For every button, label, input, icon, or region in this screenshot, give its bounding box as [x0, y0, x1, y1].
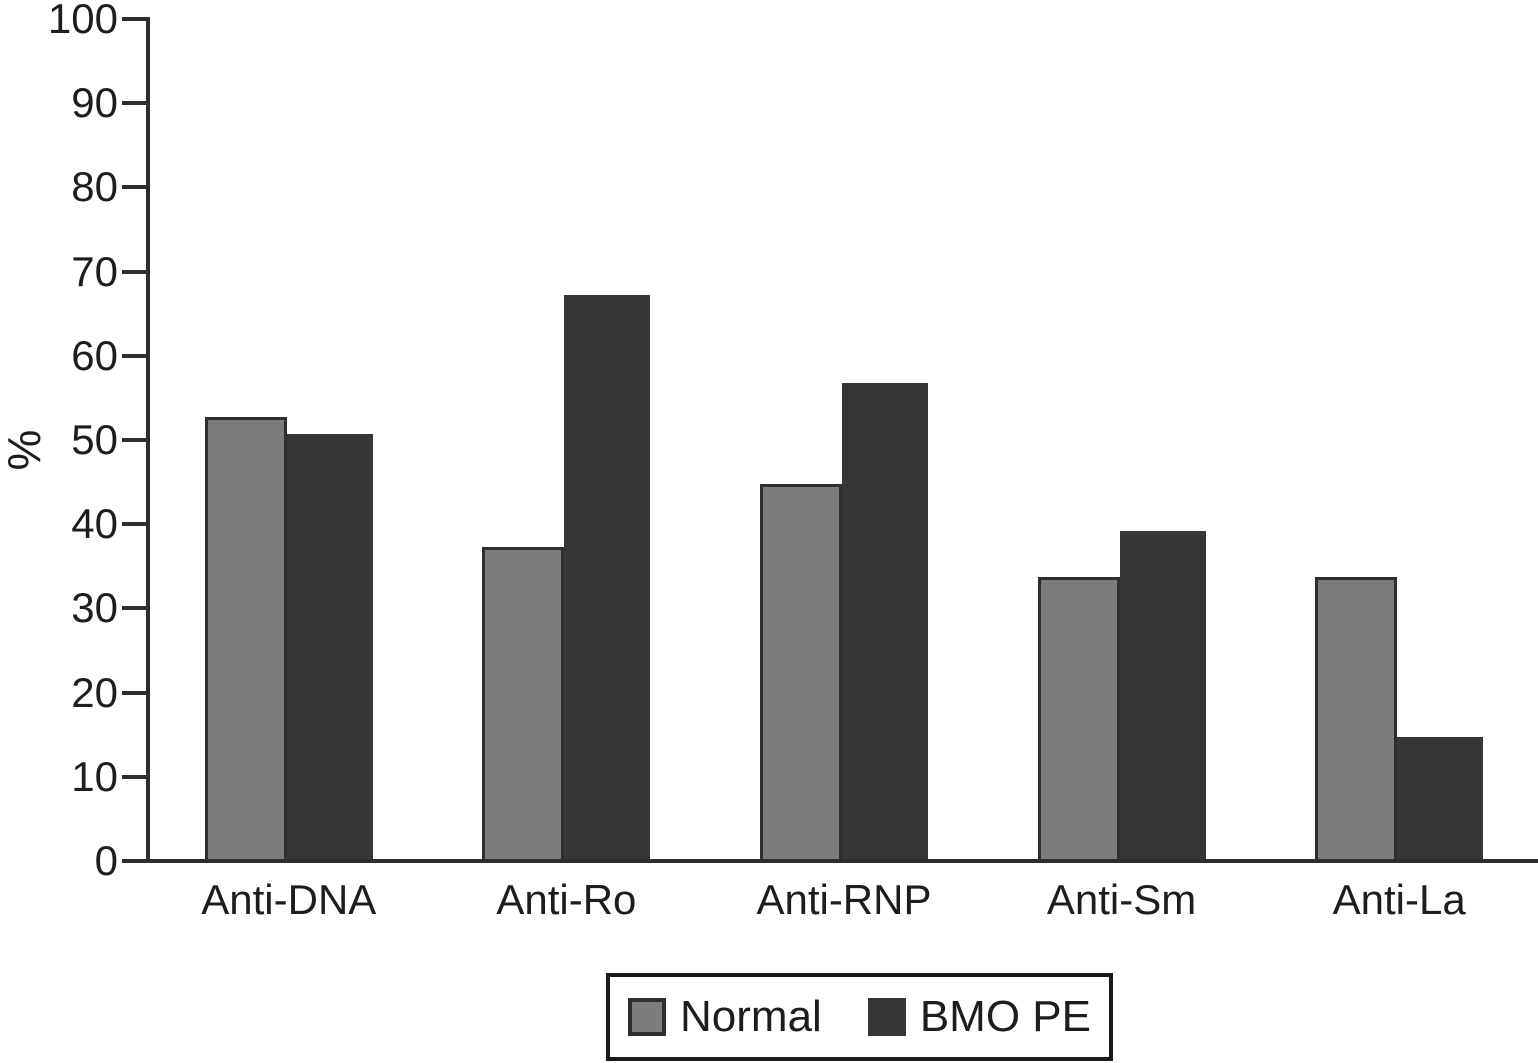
y-tick-label: 50: [71, 416, 118, 463]
legend-label-bmo-pe: BMO PE: [919, 992, 1091, 1041]
bar-normal-anti-ro: [482, 547, 565, 859]
bar-normal-anti-rnp: [759, 484, 842, 859]
y-tick-mark: [122, 185, 146, 190]
y-tick-label: 60: [71, 331, 118, 379]
y-tick-label: 90: [71, 79, 118, 127]
bar-bmo-pe-anti-rnp: [841, 383, 928, 859]
y-tick-mark: [122, 17, 146, 21]
bar-group-anti-ro: [428, 0, 706, 859]
x-category-label: Anti-DNA: [201, 876, 377, 923]
y-tick-mark: [122, 774, 146, 779]
x-category-label: Anti-Sm: [1046, 876, 1197, 923]
bar-group-anti-rnp: [705, 0, 983, 859]
plot-area: [150, 0, 1538, 859]
y-tick-label: 0: [94, 837, 118, 884]
x-axis-line: [127, 859, 1538, 863]
bar-normal-anti-sm: [1037, 577, 1120, 859]
y-tick-mark: [122, 438, 146, 442]
legend: Normal BMO PE: [606, 973, 1113, 1061]
bar-bmo-pe-anti-sm: [1119, 531, 1206, 859]
normal-swatch: [628, 998, 667, 1036]
y-tick-label: 20: [71, 668, 118, 716]
y-tick-mark: [122, 101, 146, 106]
legend-label-normal: Normal: [680, 992, 822, 1041]
bar-bmo-pe-anti-dna: [286, 434, 373, 859]
bar-normal-anti-dna: [204, 417, 287, 859]
y-tick-label: 80: [71, 163, 118, 211]
bar-group-anti-dna: [150, 0, 428, 859]
x-category-label: Anti-La: [1332, 876, 1466, 923]
y-tick-label: 70: [71, 247, 118, 295]
bar-group-anti-la: [1260, 0, 1538, 859]
bmo-pe-swatch: [867, 998, 906, 1036]
legend-item-normal: Normal: [628, 992, 822, 1042]
y-tick-label: 100: [47, 0, 118, 42]
y-tick-mark: [122, 522, 146, 527]
y-tick-mark: [122, 690, 146, 695]
y-tick-label: 10: [71, 752, 118, 800]
x-category-label: Anti-Ro: [496, 876, 637, 923]
y-tick-mark: [122, 269, 146, 274]
bar-bmo-pe-anti-ro: [564, 295, 651, 859]
y-axis-line: [146, 17, 150, 863]
y-tick-mark: [122, 353, 146, 358]
y-tick-label: 30: [71, 584, 118, 632]
bar-bmo-pe-anti-la: [1397, 737, 1484, 859]
x-axis-labels: Anti-DNA Anti-Ro Anti-RNP Anti-Sm Anti-La: [150, 876, 1538, 924]
x-category-label: Anti-RNP: [756, 876, 932, 923]
bar-normal-anti-la: [1315, 577, 1398, 859]
y-tick-label: 40: [71, 500, 118, 548]
y-tick-mark: [122, 606, 146, 611]
bar-group-anti-sm: [983, 0, 1261, 859]
legend-item-bmo-pe: BMO PE: [867, 992, 1091, 1042]
